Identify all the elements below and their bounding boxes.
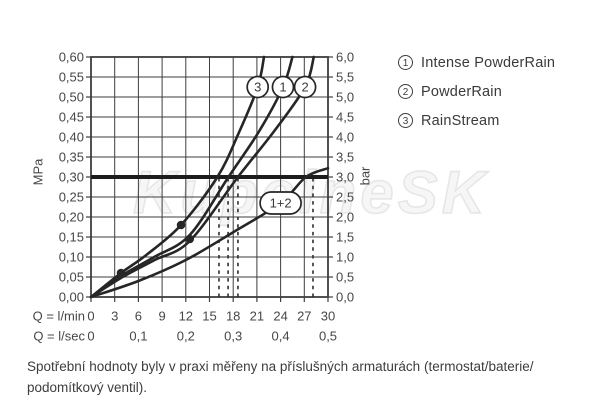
legend-item-label: Intense PowderRain	[421, 54, 556, 71]
caption: Spotřební hodnoty byly v praxi měřeny na…	[27, 356, 534, 398]
x-axis-row2-name: Q = l/sec	[33, 328, 85, 344]
svg-text:1+2: 1+2	[270, 196, 292, 211]
legend-item-label: RainStream	[421, 112, 500, 129]
y-axis-unit-left: MPa	[30, 158, 46, 186]
legend-number-2-icon: 2	[398, 84, 413, 99]
caption-line-2: podomítkový ventil).	[27, 380, 148, 395]
y-axis-unit-right: bar	[357, 166, 373, 186]
legend: 1 Intense PowderRain 2 PowderRain 3 Rain…	[398, 48, 555, 135]
svg-text:1: 1	[279, 80, 286, 95]
legend-number-3-icon: 3	[398, 113, 413, 128]
caption-line-1: Spotřební hodnoty byly v praxi měřeny na…	[27, 359, 534, 374]
legend-number-1-icon: 1	[398, 55, 413, 70]
x-axis-row1-name: Q = l/min	[32, 308, 85, 324]
svg-text:3: 3	[254, 80, 261, 95]
legend-item-label: PowderRain	[421, 83, 502, 100]
legend-item: 3 RainStream	[398, 106, 555, 135]
svg-text:2: 2	[301, 80, 308, 95]
legend-item: 1 Intense PowderRain	[398, 48, 555, 77]
legend-item: 2 PowderRain	[398, 77, 555, 106]
